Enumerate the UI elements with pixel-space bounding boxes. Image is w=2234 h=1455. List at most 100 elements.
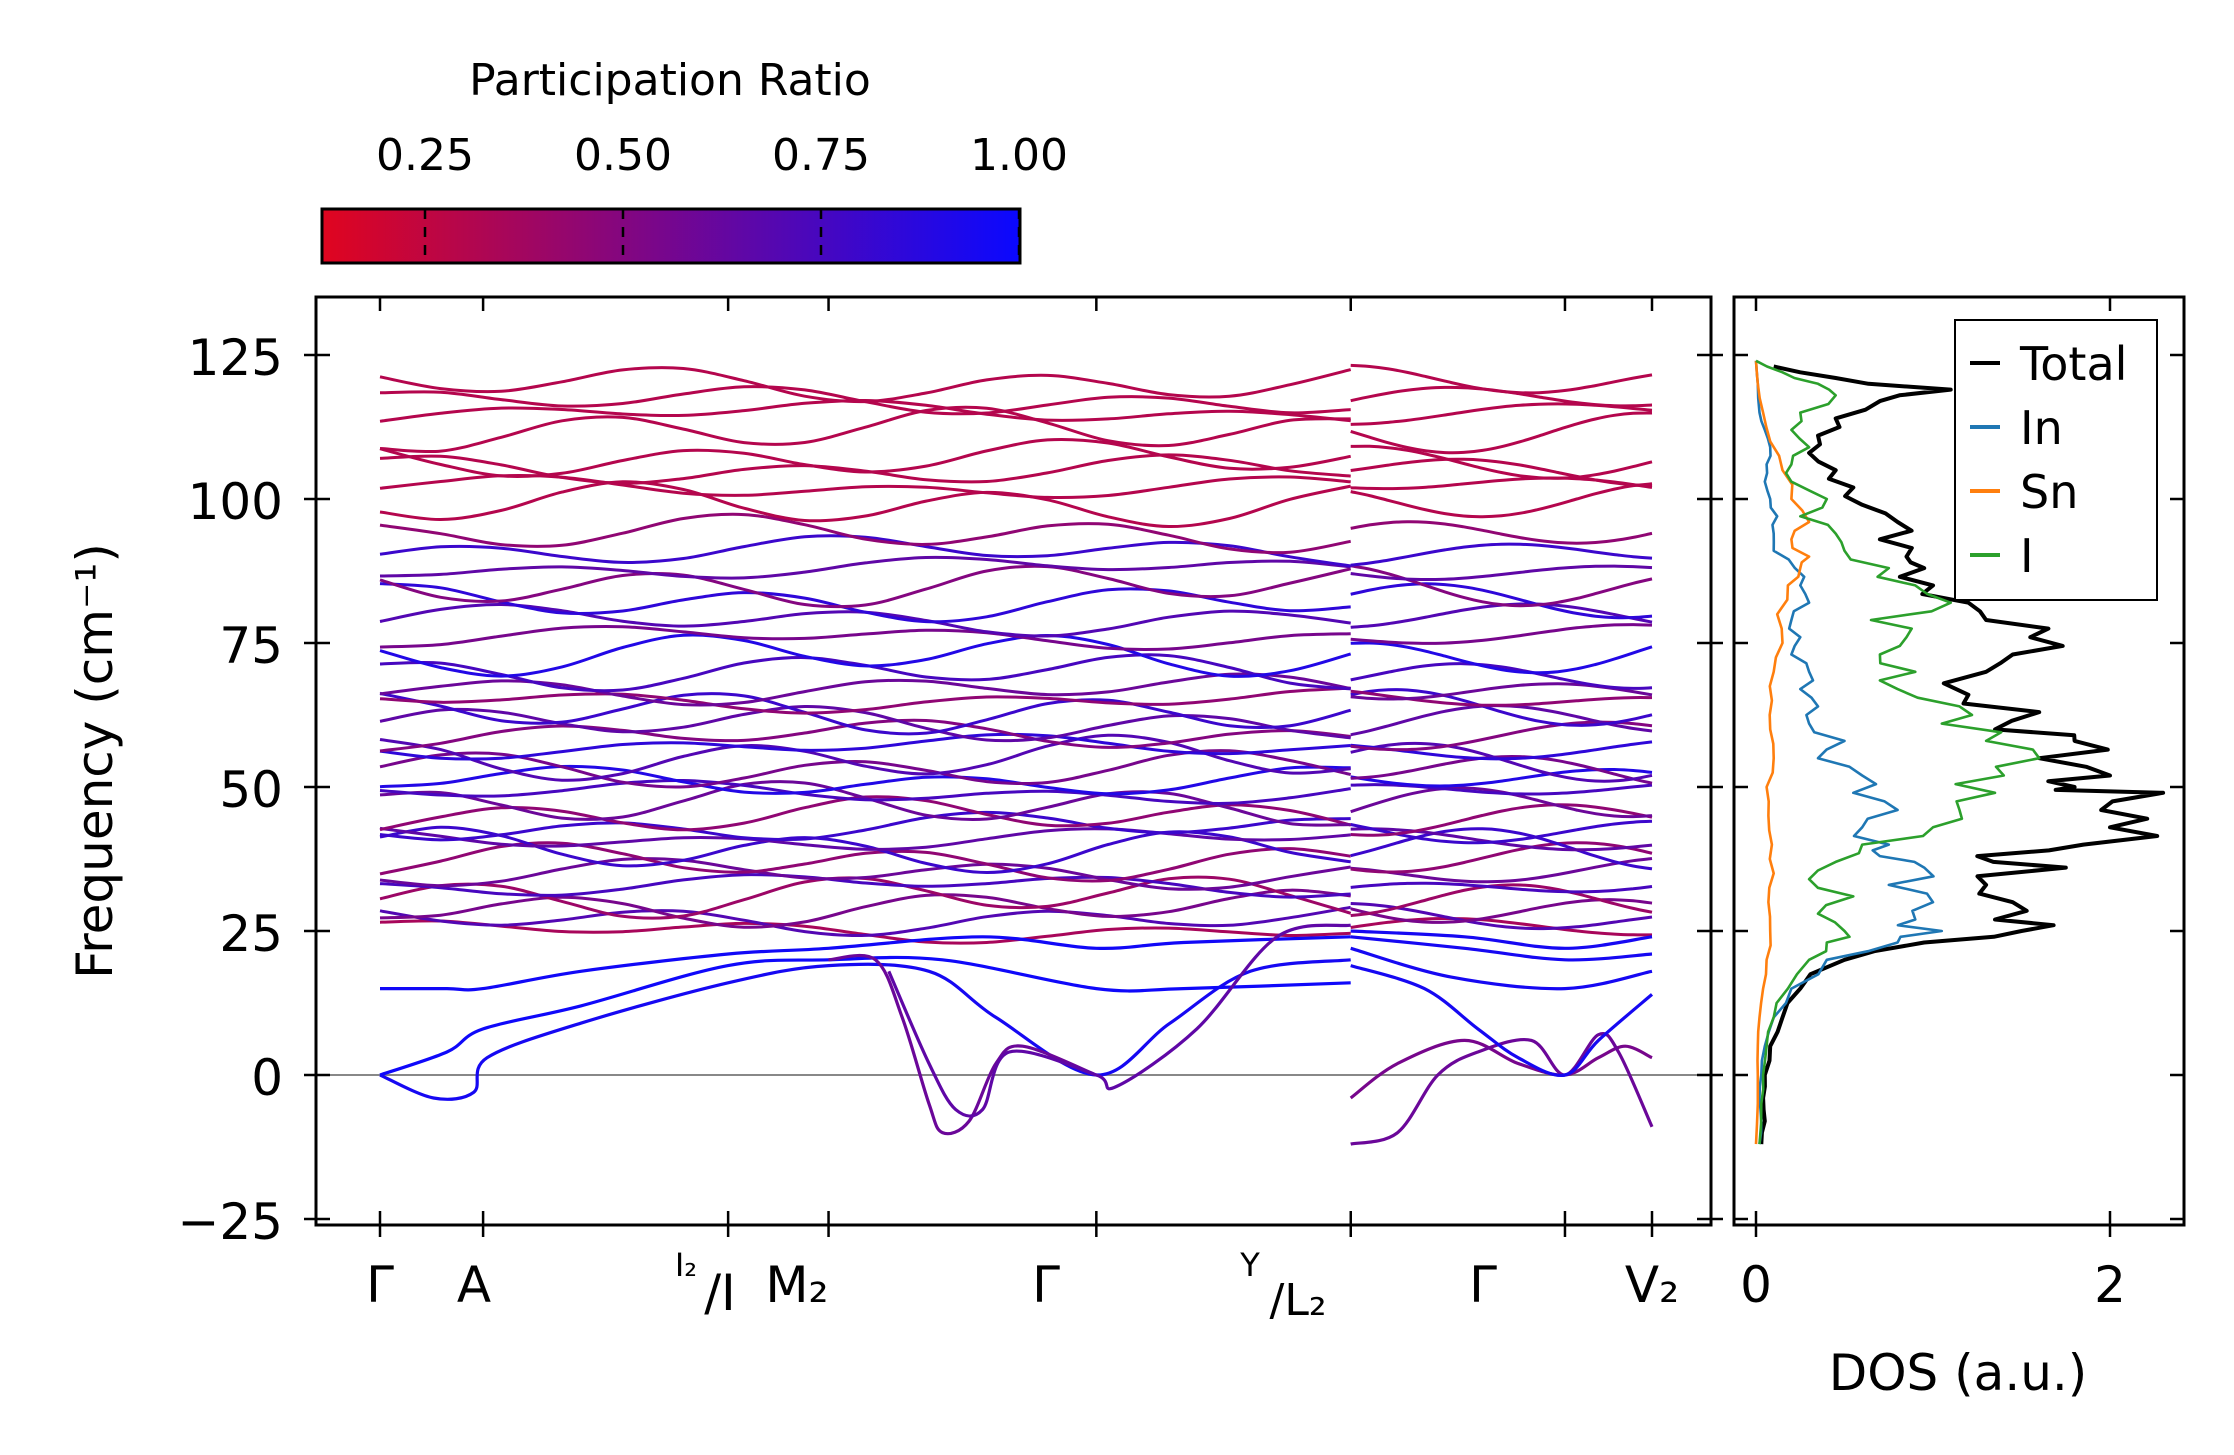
y-tick-label: 125: [188, 329, 283, 387]
phonon-band: [379, 480, 1352, 529]
phonon-band: [1350, 641, 1653, 675]
phonon-band: [379, 453, 1351, 485]
phonon-band: [379, 826, 1351, 851]
phonon-band: [1350, 520, 1653, 545]
y-tick-label: −25: [177, 1193, 283, 1251]
phonon-band: [1350, 542, 1653, 567]
dos-tick-label: 2: [2094, 1256, 2126, 1314]
phonon-band: [1350, 902, 1653, 931]
phonon-band: [1350, 819, 1653, 845]
phonon-band: [379, 718, 1351, 753]
phonon-band: [1350, 754, 1653, 785]
phonon-band-acoustic: [1350, 964, 1654, 1078]
kpoint-label-slash-l2: /L₂: [1270, 1275, 1327, 1326]
dos-axis-ticks: [1734, 297, 2184, 1237]
phonon-band: [1350, 482, 1653, 519]
y-axis-label: Frequency (cm⁻¹): [66, 543, 124, 979]
colorbar-tick-label: 0.75: [772, 130, 870, 181]
y-tick-label: 75: [219, 617, 283, 675]
phonon-band: [379, 857, 1351, 891]
legend-label-total: Total: [2019, 337, 2127, 391]
legend-label-in: In: [2020, 401, 2063, 455]
colorbar-title: Participation Ratio: [469, 55, 871, 106]
y-tick-label: 100: [188, 473, 283, 531]
phonon-band: [1350, 564, 1653, 582]
phonon-band: [1350, 602, 1653, 629]
dos-series-sn: [1754, 360, 1811, 1145]
kpoint-label-m2: M₂: [765, 1256, 828, 1314]
y-tick-label: 50: [219, 761, 283, 819]
dos-lines: [1754, 359, 2166, 1145]
phonon-band: [1350, 827, 1653, 852]
phonon-band: [1350, 582, 1653, 620]
phonon-band: [379, 873, 1351, 899]
dos-legend: Total In Sn I: [1954, 319, 2158, 601]
phonon-band-acoustic: [1350, 946, 1653, 991]
phonon-band: [379, 366, 1352, 404]
phonon-band: [379, 780, 1351, 827]
phonon-band-acoustic: [828, 953, 1097, 1136]
phonon-band: [1350, 623, 1653, 645]
phonon-band: [379, 764, 1351, 796]
dos-series-in: [1754, 360, 1944, 1145]
phonon-band: [1350, 827, 1653, 871]
phonon-band: [1350, 444, 1653, 480]
phonon-band-acoustic: [379, 935, 1351, 992]
dos-series-i: [1755, 359, 2041, 1145]
phonon-band: [379, 555, 1351, 580]
phonon-band: [1350, 363, 1653, 395]
phonon-band-acoustic: [379, 958, 1351, 1101]
phonon-band-acoustic: [379, 955, 1351, 1077]
phonon-band: [1350, 883, 1653, 918]
band-lines: [379, 363, 1654, 1146]
phonon-band: [379, 778, 1351, 805]
phonon-band: [1350, 704, 1653, 737]
kpoint-label-v2: V₂: [1625, 1256, 1679, 1314]
colorbar: Participation Ratio 0.25 0.50 0.75 1.00: [320, 55, 1068, 265]
kpoint-label-gamma: Γ: [1469, 1256, 1497, 1314]
phonon-band: [1350, 457, 1653, 488]
kpoint-label-slash-i: /I: [704, 1264, 736, 1322]
phonon-band: [379, 810, 1351, 842]
kpoint-label-a: A: [457, 1256, 491, 1314]
colorbar-tick-label: 0.50: [574, 130, 672, 181]
phonon-band: [1350, 841, 1653, 874]
phonon-band: [1350, 783, 1653, 796]
phonon-band: [1350, 411, 1653, 455]
kpoint-label-gamma: Γ: [1032, 1256, 1060, 1314]
kpoint-label-gamma: Γ: [366, 1256, 394, 1314]
phonon-band: [379, 733, 1351, 782]
phonon-band: [379, 582, 1351, 624]
phonon-band-acoustic: [887, 923, 1351, 1118]
phonon-band-acoustic: [1350, 935, 1653, 962]
phonon-band: [379, 437, 1351, 478]
phonon-band-acoustic: [1350, 929, 1653, 950]
phonon-band-acoustic: [1349, 1038, 1653, 1100]
phonon-band: [379, 905, 1351, 938]
phonon-band: [379, 405, 1351, 454]
phonon-band: [1350, 803, 1653, 837]
phonon-band: [379, 686, 1351, 715]
band-panel-frame: [314, 295, 1713, 1227]
kpoint-label-y: Y: [1239, 1246, 1260, 1284]
phonon-band: [379, 672, 1351, 707]
legend-label-i: I: [2020, 529, 2034, 583]
legend-label-sn: Sn: [2020, 465, 2078, 519]
phonon-band: [379, 841, 1351, 883]
phonon-band: [1350, 688, 1653, 727]
phonon-band: [379, 624, 1351, 652]
phonon-band: [1350, 881, 1653, 894]
dos-x-axis-label: DOS (a.u.): [1829, 1344, 2088, 1402]
phonon-band: [379, 473, 1351, 500]
dos-series-total: [1759, 364, 2166, 1145]
band-panel: −25 0 25 50 75 100 125 Frequency (cm⁻¹) …: [66, 295, 1723, 1326]
y-tick-label: 25: [219, 905, 283, 963]
phonon-band: [379, 888, 1351, 929]
phonon-band-acoustic: [1350, 1031, 1654, 1146]
kpoint-label-i2: I₂: [675, 1246, 697, 1284]
phonon-band: [379, 732, 1351, 761]
colorbar-tick-label: 0.25: [376, 130, 474, 181]
phonon-band: [1350, 402, 1653, 426]
y-tick-label: 0: [251, 1049, 283, 1107]
